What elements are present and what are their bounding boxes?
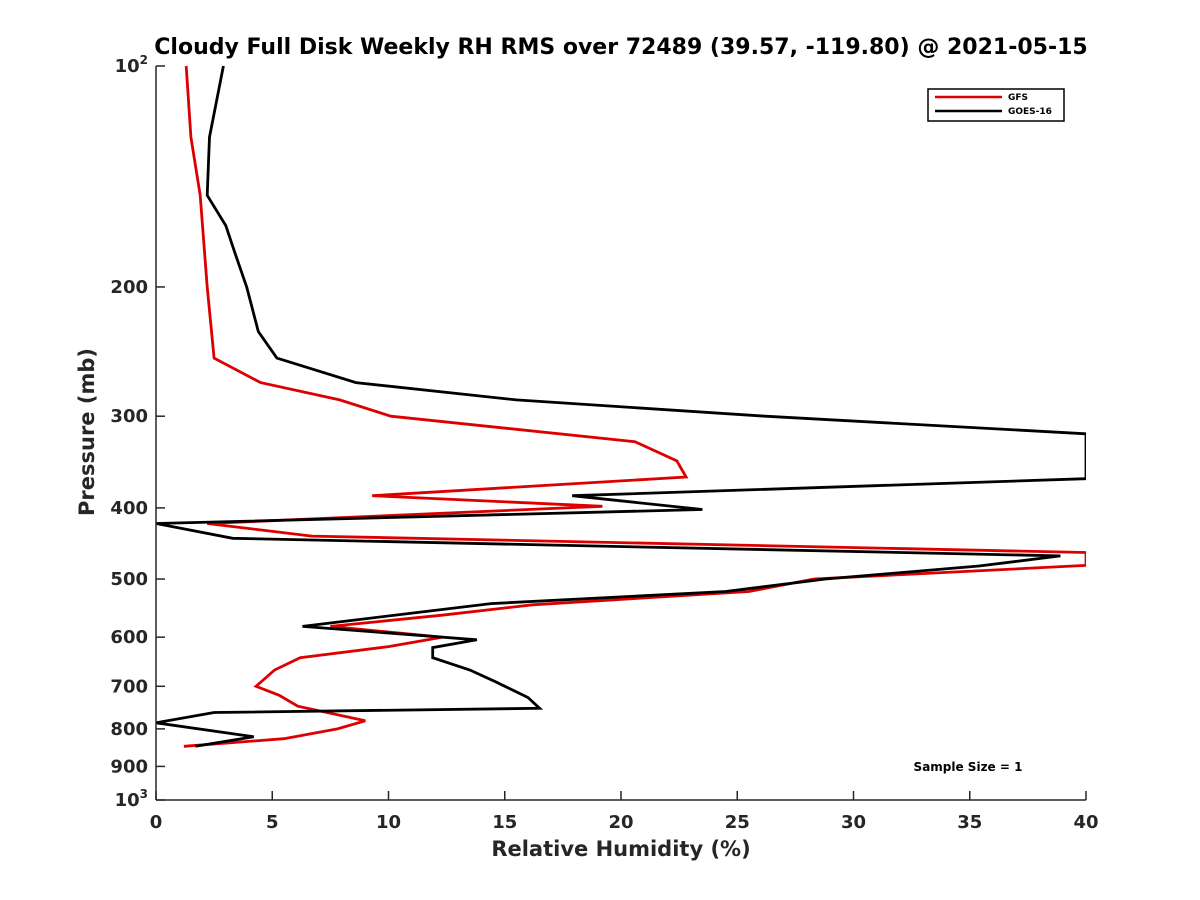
- y-tick-label: 300: [110, 406, 148, 427]
- legend-label-gfs: GFS: [1008, 93, 1028, 103]
- x-tick-label: 5: [266, 812, 279, 833]
- legend-box: [927, 88, 1065, 122]
- y-axis-label: Pressure (mb): [75, 348, 99, 516]
- y-tick-label: 900: [110, 756, 148, 777]
- x-tick-label: 0: [150, 812, 163, 833]
- series-line-gfs: [183, 65, 1086, 748]
- y-tick-label: 500: [110, 569, 148, 590]
- series-layer: [156, 65, 1086, 748]
- x-tick-label: 15: [492, 812, 517, 833]
- x-axis-label: Relative Humidity (%): [491, 837, 750, 861]
- series-line-goes16: [156, 65, 1086, 748]
- x-tick-label: 35: [957, 812, 982, 833]
- y-tick-label: 600: [110, 627, 148, 648]
- x-tick-label: 10: [376, 812, 401, 833]
- x-tick-label: 40: [1073, 812, 1098, 833]
- sample-size-annotation: Sample Size = 1: [914, 760, 1023, 774]
- y-tick-label: 800: [110, 719, 148, 740]
- x-tick-label: 30: [841, 812, 866, 833]
- chart-title: Cloudy Full Disk Weekly RH RMS over 7248…: [154, 35, 1087, 60]
- x-tick-label: 20: [608, 812, 633, 833]
- plot-area: [156, 66, 1086, 800]
- x-tick-label: 25: [725, 812, 750, 833]
- y-tick-label: 400: [110, 498, 148, 519]
- y-tick-label: 102: [115, 53, 148, 77]
- legend-label-goes16: GOES-16: [1008, 107, 1052, 117]
- y-tick-label: 103: [115, 787, 148, 811]
- legend: GFS GOES-16: [927, 88, 1065, 122]
- y-tick-label: 200: [110, 277, 148, 298]
- y-tick-label: 700: [110, 676, 148, 697]
- plot-background: [156, 66, 1086, 800]
- axes: 0 5 10 15 20 25 30 35 40 102 200 300 400 500 600 700 800…: [110, 53, 1098, 833]
